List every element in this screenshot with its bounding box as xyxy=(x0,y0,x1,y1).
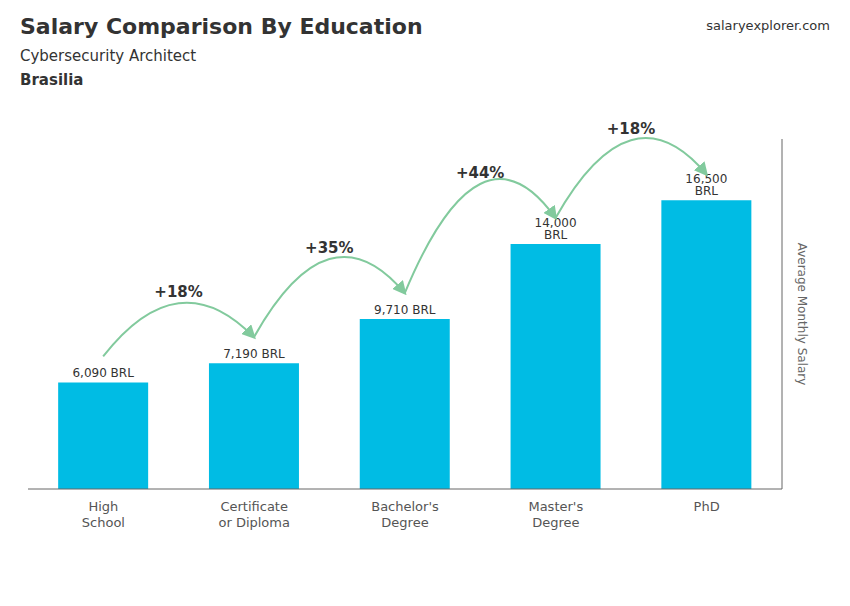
svg-text:16,500BRL: 16,500BRL xyxy=(685,172,727,198)
svg-text:Certificateor Diploma: Certificateor Diploma xyxy=(218,499,290,530)
svg-text:PhD: PhD xyxy=(694,499,720,514)
svg-text:7,190 BRL: 7,190 BRL xyxy=(223,347,285,361)
svg-text:9,710 BRL: 9,710 BRL xyxy=(374,303,436,317)
html-text:Brasilia: Brasilia xyxy=(20,71,84,89)
svg-text:+35%: +35% xyxy=(305,239,353,257)
svg-text:Average Monthly Salary: Average Monthly Salary xyxy=(795,243,809,386)
html-text:Cybersecurity Architect: Cybersecurity Architect xyxy=(20,47,197,65)
svg-text:Master'sDegree: Master'sDegree xyxy=(528,499,583,530)
svg-text:+18%: +18% xyxy=(154,283,202,301)
svg-text:HighSchool: HighSchool xyxy=(82,499,125,530)
svg-text:14,000BRL: 14,000BRL xyxy=(535,216,577,242)
svg-text:+44%: +44% xyxy=(456,164,504,182)
svg-text:+18%: +18% xyxy=(607,120,655,138)
svg-text:Bachelor'sDegree: Bachelor'sDegree xyxy=(371,499,439,530)
html-text:salaryexplorer.com: salaryexplorer.com xyxy=(706,18,830,33)
svg-text:6,090 BRL: 6,090 BRL xyxy=(72,366,134,380)
html-text:Salary Comparison By Education: Salary Comparison By Education xyxy=(20,14,423,39)
